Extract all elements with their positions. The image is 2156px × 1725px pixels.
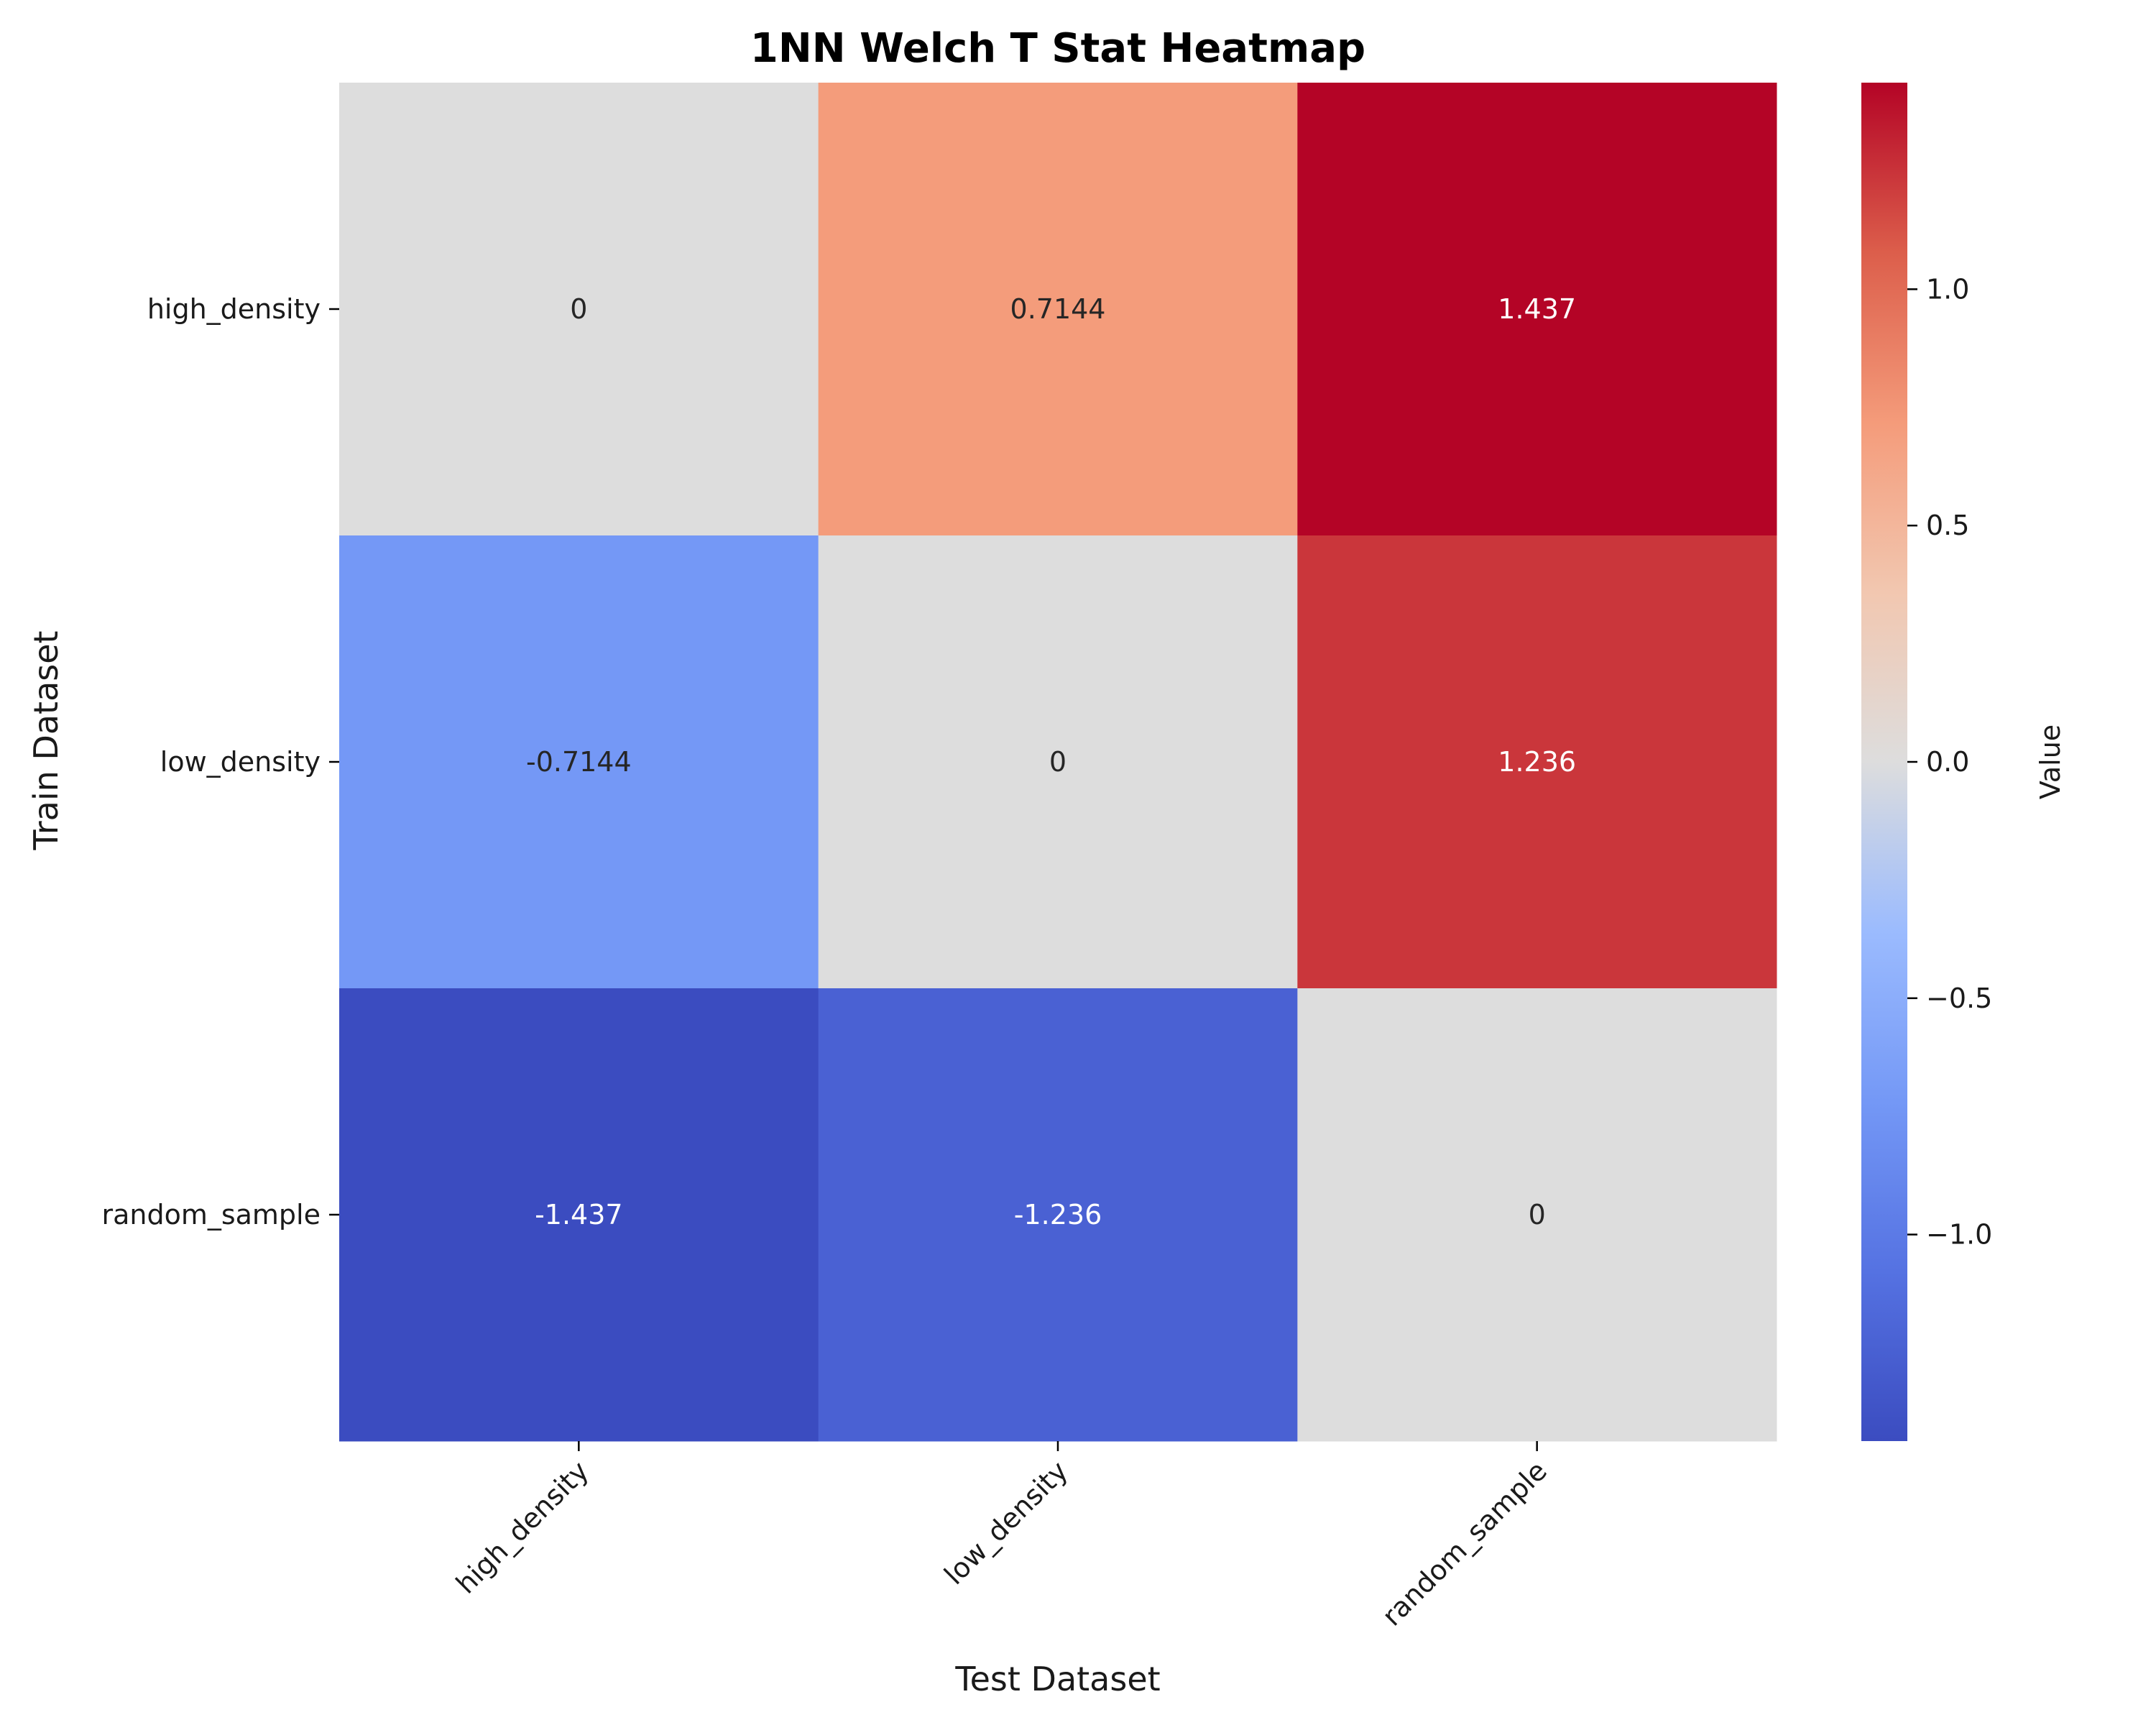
x-tick-label: random_sample	[1376, 1455, 1553, 1632]
y-axis-title: Train Dataset	[27, 630, 65, 850]
heatmap-cell-high_density-high_density	[339, 83, 819, 536]
heatmap-cell-random_sample-low_density	[818, 988, 1298, 1442]
y-tick-label: high_density	[147, 293, 321, 325]
heatmap-cell-labels: 0 0.7144 1.437 -0.7144 0 1.236 -1.437 -1.236 0	[526, 293, 1576, 1230]
colorbar-tick-label: −1.0	[1926, 1219, 1992, 1251]
x-tick-label: high_density	[450, 1455, 595, 1600]
cell-value-label: 0.7144	[1010, 293, 1106, 325]
colorbar	[1861, 83, 1907, 1441]
colorbar-tick-label: 0.0	[1926, 746, 1969, 778]
y-tick-label: low_density	[160, 746, 321, 778]
x-axis: high_density low_density random_sample	[450, 1441, 1553, 1632]
chart-title: 1NN Welch T Stat Heatmap	[750, 25, 1365, 72]
y-tick-label: random_sample	[101, 1199, 321, 1230]
cell-value-label: 0	[1529, 1199, 1546, 1230]
cell-value-label: -1.437	[535, 1199, 623, 1230]
x-axis-title: Test Dataset	[954, 1660, 1160, 1698]
colorbar-ticks: 1.0 0.5 0.0 −0.5 −1.0	[1907, 273, 1992, 1251]
cell-value-label: -0.7144	[526, 746, 632, 778]
heatmap-cell-high_density-low_density	[818, 83, 1298, 536]
colorbar-tick-label: 1.0	[1926, 273, 1969, 305]
heatmap-cell-random_sample-high_density	[339, 988, 819, 1442]
y-axis: high_density low_density random_sample	[101, 293, 339, 1230]
heatmap-cell-high_density-random_sample	[1297, 83, 1777, 536]
colorbar-tick-label: −0.5	[1926, 983, 1992, 1014]
heatmap-cells	[339, 83, 1777, 1442]
cell-value-label: 0	[570, 293, 587, 325]
cell-value-label: 1.236	[1498, 746, 1576, 778]
heatmap-cell-random_sample-random_sample	[1297, 988, 1777, 1442]
cell-value-label: 0	[1049, 746, 1067, 778]
x-tick-label: low_density	[938, 1455, 1074, 1591]
heatmap-cell-low_density-low_density	[818, 535, 1298, 989]
colorbar-tick-label: 0.5	[1926, 510, 1969, 541]
cell-value-label: 1.437	[1498, 293, 1576, 325]
cell-value-label: -1.236	[1014, 1199, 1102, 1230]
heatmap-cell-low_density-random_sample	[1297, 535, 1777, 989]
colorbar-label: Value	[2035, 724, 2066, 799]
heatmap-cell-low_density-high_density	[339, 535, 819, 989]
